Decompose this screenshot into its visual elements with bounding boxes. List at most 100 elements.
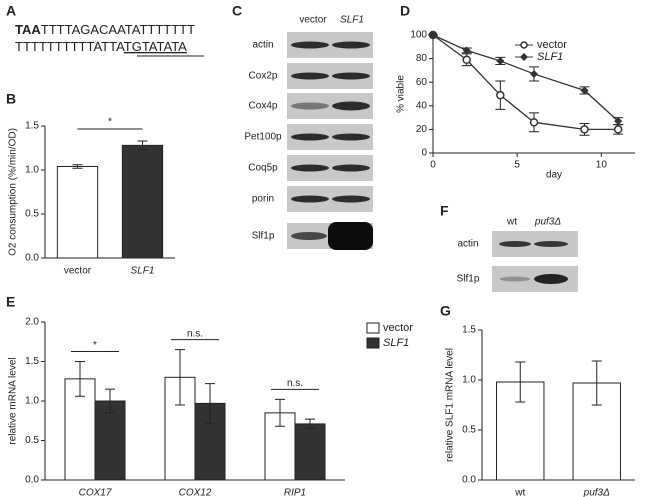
- sequence-line: TTTTTTTTTTATTATGTATATA: [15, 39, 187, 54]
- band: [291, 195, 329, 203]
- bar: [56, 165, 99, 259]
- band: [291, 41, 329, 49]
- legend-swatch: [366, 322, 380, 334]
- y-axis-label: O2 consumption (%/min/OD): [8, 128, 19, 256]
- legend-label: SLF1: [383, 337, 409, 349]
- band: [291, 232, 327, 240]
- x-axis-label: day: [546, 170, 562, 181]
- sequence: TTTTAGACAATATTTTTTT: [41, 22, 195, 37]
- band: [291, 72, 329, 80]
- band: [328, 222, 373, 250]
- point: [530, 69, 538, 78]
- legend-label: SLF1: [537, 51, 563, 63]
- point: [496, 90, 505, 100]
- band: [291, 102, 329, 110]
- panel-letter: F: [440, 203, 449, 219]
- y-tick-label: 1.0: [25, 396, 39, 407]
- band: [332, 133, 370, 141]
- point: [462, 46, 471, 55]
- band: [534, 241, 568, 247]
- band: [500, 276, 530, 282]
- significance-label: n.s.: [187, 328, 203, 339]
- lane-label: wt: [506, 217, 517, 228]
- lane-label: vector: [299, 15, 327, 26]
- band: [291, 164, 329, 172]
- row-label: Slf1p: [252, 231, 275, 242]
- y-tick-label: 100: [410, 30, 427, 41]
- band: [332, 72, 370, 80]
- point: [429, 31, 437, 39]
- error-bar: [72, 164, 83, 169]
- y-tick-label: 60: [416, 77, 428, 88]
- stop-codon: TAA: [15, 22, 41, 37]
- error-bar: [175, 349, 185, 406]
- error-bar: [205, 383, 215, 424]
- legend-swatch: [366, 337, 380, 349]
- band: [332, 101, 370, 111]
- y-tick-label: 2.0: [25, 317, 39, 328]
- y-tick-label: 0.5: [25, 435, 39, 446]
- point: [613, 125, 623, 134]
- error-bar: [515, 361, 526, 403]
- error-bar: [75, 361, 85, 397]
- error-bar: [137, 140, 148, 151]
- legend-label: vector: [383, 322, 413, 334]
- y-tick-label: 1.0: [462, 375, 476, 386]
- row-label: Cox4p: [249, 101, 278, 112]
- row-label: actin: [457, 239, 478, 250]
- y-tick-label: 1.5: [25, 121, 39, 132]
- significance-label: *: [108, 117, 112, 128]
- y-axis-label: % viable: [396, 75, 407, 113]
- significance-label: n.s.: [287, 378, 303, 389]
- row-label: actin: [252, 40, 273, 51]
- row-label: Coq5p: [248, 163, 278, 174]
- motif: TGTATATA: [124, 39, 187, 54]
- legend-marker: [520, 41, 528, 49]
- band: [499, 241, 531, 247]
- band: [332, 41, 370, 49]
- sequence: TTTTTTTTTTATTA: [15, 39, 125, 54]
- y-tick-label: 20: [416, 124, 428, 135]
- row-label: Pet100p: [244, 132, 282, 143]
- lane-label: puf3Δ: [534, 217, 561, 228]
- x-tick-label: wt: [514, 488, 525, 497]
- x-tick-label: RIP1: [284, 488, 306, 497]
- x-tick-label: 0: [430, 160, 436, 171]
- point: [529, 118, 539, 127]
- y-tick-label: 1.0: [25, 165, 39, 176]
- panel-letter: G: [440, 303, 451, 319]
- point: [462, 55, 471, 65]
- panel-letter: C: [232, 3, 242, 19]
- error-bar: [105, 388, 115, 414]
- panel-letter: D: [400, 3, 410, 19]
- legend-marker: [520, 53, 528, 61]
- row-label: Slf1p: [457, 274, 480, 285]
- point: [496, 56, 505, 65]
- x-tick-label: COX17: [79, 488, 112, 497]
- x-tick-label: vector: [64, 266, 92, 277]
- point: [580, 86, 589, 95]
- band: [291, 133, 329, 141]
- point: [580, 125, 589, 134]
- row-label: Cox2p: [249, 71, 278, 82]
- significance-label: *: [93, 340, 97, 351]
- panel-letter: A: [6, 3, 16, 19]
- y-tick-label: 0.0: [25, 253, 39, 264]
- band: [534, 274, 568, 284]
- band: [332, 195, 370, 203]
- y-tick-label: 0.0: [25, 475, 39, 486]
- row-label: porin: [252, 194, 274, 205]
- bar: [264, 412, 296, 481]
- y-tick-label: 80: [416, 53, 428, 64]
- y-axis-label: relative mRNA level: [8, 357, 19, 444]
- sequence-line: TAATTTTAGACAATATTTTTTT: [15, 22, 195, 37]
- error-bar: [275, 398, 285, 427]
- y-tick-label: 1.5: [462, 325, 476, 336]
- line: [432, 34, 619, 122]
- y-tick-label: 40: [416, 100, 428, 111]
- bar: [294, 423, 326, 481]
- bar: [121, 144, 164, 259]
- bar: [94, 400, 126, 481]
- legend-label: vector: [537, 39, 567, 51]
